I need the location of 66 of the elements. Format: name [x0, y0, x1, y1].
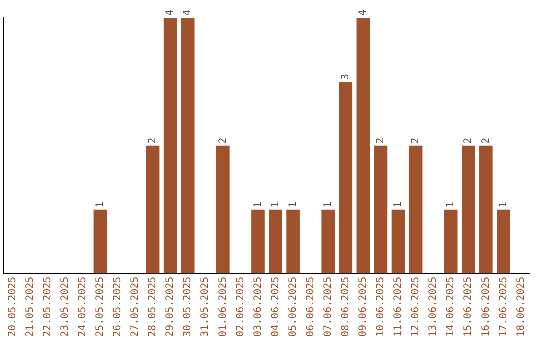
x-tick-label: 29.05.2025 [165, 276, 176, 338]
x-tick-label: 02.06.2025 [235, 276, 246, 338]
x-tick-label: 26.05.2025 [112, 276, 124, 338]
x-tick-label: 01.06.2025 [218, 276, 229, 338]
x-tick-label: 10.06.2025 [376, 276, 387, 338]
bar [392, 210, 406, 274]
data-label: 4 [165, 10, 176, 16]
x-tick-label: 07.06.2025 [322, 276, 334, 338]
x-tick-label: 30.05.2025 [182, 276, 194, 338]
bar [409, 146, 423, 274]
bar [252, 210, 265, 274]
x-tick-label: 28.05.2025 [148, 276, 159, 338]
bar [181, 18, 195, 274]
x-tick-label: 05.06.2025 [288, 276, 299, 338]
x-tick-label: 23.05.2025 [60, 276, 71, 338]
x-tick-label: 12.06.2025 [410, 276, 422, 338]
data-label: 1 [322, 202, 334, 208]
bar [444, 210, 458, 274]
x-tick-label: 17.06.2025 [498, 276, 510, 338]
x-tick-label: 06.06.2025 [305, 276, 316, 338]
bar [286, 210, 300, 274]
bar [94, 210, 108, 274]
x-tick-label: 16.06.2025 [480, 276, 492, 338]
bar [356, 18, 370, 274]
bar [374, 146, 388, 274]
x-tick-label: 18.06.2025 [516, 276, 527, 338]
x-tick-label: 13.06.2025 [428, 276, 440, 338]
bar [146, 146, 160, 274]
x-tick-label: 27.05.2025 [130, 276, 142, 338]
x-tick-label: 09.06.2025 [358, 276, 370, 338]
bar [322, 210, 336, 274]
x-tick-label: 14.06.2025 [446, 276, 457, 338]
x-tick-label: 03.06.2025 [252, 276, 264, 338]
x-tick-label: 21.05.2025 [24, 276, 36, 338]
x-tick-label: 11.06.2025 [393, 276, 404, 338]
data-label: 2 [148, 138, 159, 144]
data-label: 4 [358, 10, 370, 16]
data-label: 1 [270, 202, 282, 208]
x-tick-label: 22.05.2025 [42, 276, 54, 338]
x-tick-label: 25.05.2025 [95, 276, 106, 338]
x-tick-label: 04.06.2025 [270, 276, 282, 338]
bar [216, 146, 230, 274]
x-tick-label: 15.06.2025 [463, 276, 474, 338]
data-label: 2 [480, 138, 492, 144]
data-label: 4 [182, 10, 194, 16]
bar [269, 210, 282, 274]
data-label: 2 [410, 138, 422, 144]
bar [462, 146, 476, 274]
data-label: 1 [252, 202, 264, 208]
data-label: 1 [498, 202, 510, 208]
data-label: 2 [463, 138, 474, 144]
bar [164, 18, 178, 274]
bar [339, 82, 353, 274]
data-label: 1 [288, 202, 299, 208]
bar [480, 146, 493, 274]
data-label: 2 [218, 138, 229, 144]
x-tick-label: 08.06.2025 [340, 276, 352, 338]
x-tick-label: 31.05.2025 [200, 276, 212, 338]
x-tick-label: 20.05.2025 [7, 276, 18, 338]
x-tick-label: 24.05.2025 [77, 276, 88, 338]
data-label: 1 [393, 202, 404, 208]
data-label: 3 [340, 74, 352, 80]
data-label: 1 [446, 202, 457, 208]
data-label: 1 [95, 202, 106, 208]
data-label: 2 [376, 138, 387, 144]
bar [497, 210, 510, 274]
